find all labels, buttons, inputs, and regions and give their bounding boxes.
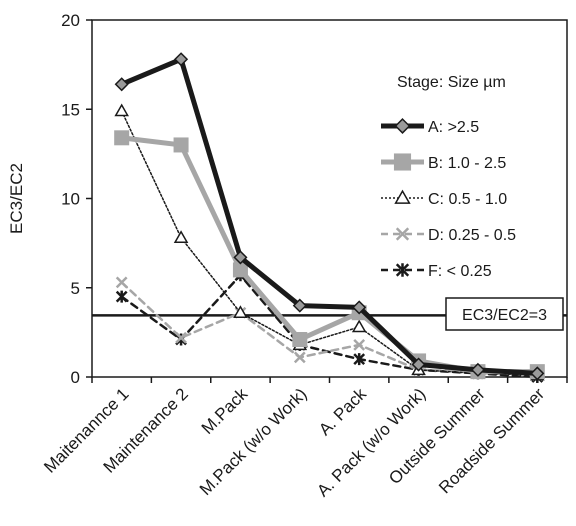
- data-point: [293, 351, 306, 364]
- legend-item: C: 0.5 - 1.0: [381, 189, 507, 208]
- data-point: [115, 290, 128, 303]
- data-point: [114, 103, 129, 117]
- data-point: [352, 300, 367, 315]
- x-tick-label: A. Pack: [315, 384, 370, 439]
- x-tick-label: M.Pack (w/o Work): [196, 384, 311, 499]
- legend-item: B: 1.0 - 2.5: [381, 153, 506, 172]
- legend-item: A: >2.5: [381, 118, 479, 136]
- data-point: [292, 332, 308, 348]
- data-point: [394, 189, 411, 204]
- x-tick-label: A. Pack (w/o Work): [313, 384, 429, 500]
- y-tick-label: 0: [71, 368, 80, 387]
- reference-label-box: [445, 297, 564, 331]
- data-point: [173, 230, 189, 244]
- data-point: [173, 137, 189, 153]
- data-point: [395, 263, 410, 277]
- data-point: [175, 331, 187, 344]
- legend-label: C: 0.5 - 1.0: [428, 191, 507, 208]
- data-point: [353, 338, 366, 351]
- data-point: [411, 357, 426, 372]
- series-line: [119, 56, 540, 376]
- data-point: [174, 52, 189, 67]
- data-point: [115, 276, 128, 289]
- series-line: [120, 281, 539, 377]
- legend-item: D: 0.25 - 0.5: [381, 227, 516, 244]
- legend: Stage: Size µm A: >2.5 B: 1.0 - 2.5 C: 0.5 …: [381, 74, 516, 280]
- legend-label: B: 1.0 - 2.5: [428, 155, 506, 172]
- legend-label: D: 0.25 - 0.5: [428, 227, 516, 244]
- data-point: [114, 77, 129, 92]
- x-tick-label: Roadside Summer: [435, 384, 548, 497]
- data-point: [393, 153, 412, 171]
- data-point: [351, 319, 367, 333]
- y-tick-label: 5: [71, 279, 80, 298]
- series-diamond: [114, 52, 545, 381]
- data-point: [233, 250, 248, 265]
- data-point: [114, 130, 130, 146]
- y-tick-label: 15: [61, 100, 80, 119]
- series-line: [120, 110, 539, 376]
- data-point: [232, 262, 248, 278]
- legend-label: F: < 0.25: [428, 263, 492, 280]
- data-point: [395, 227, 410, 241]
- data-point: [353, 353, 366, 366]
- data-point: [530, 366, 545, 381]
- reference-label: EC3/EC2=3: [462, 307, 547, 324]
- legend-label: A: >2.5: [428, 119, 479, 136]
- y-tick-label: 10: [61, 190, 80, 209]
- y-tick-label: 20: [61, 11, 80, 30]
- data-point: [470, 362, 485, 377]
- y-axis-title: EC3/EC2: [7, 163, 26, 234]
- legend-title: Stage: Size µm: [397, 74, 506, 91]
- x-tick-label: M.Pack: [198, 384, 252, 438]
- data-point: [394, 118, 411, 134]
- data-point: [292, 298, 307, 313]
- data-point: [233, 305, 248, 318]
- legend-item: F: < 0.25: [381, 263, 492, 280]
